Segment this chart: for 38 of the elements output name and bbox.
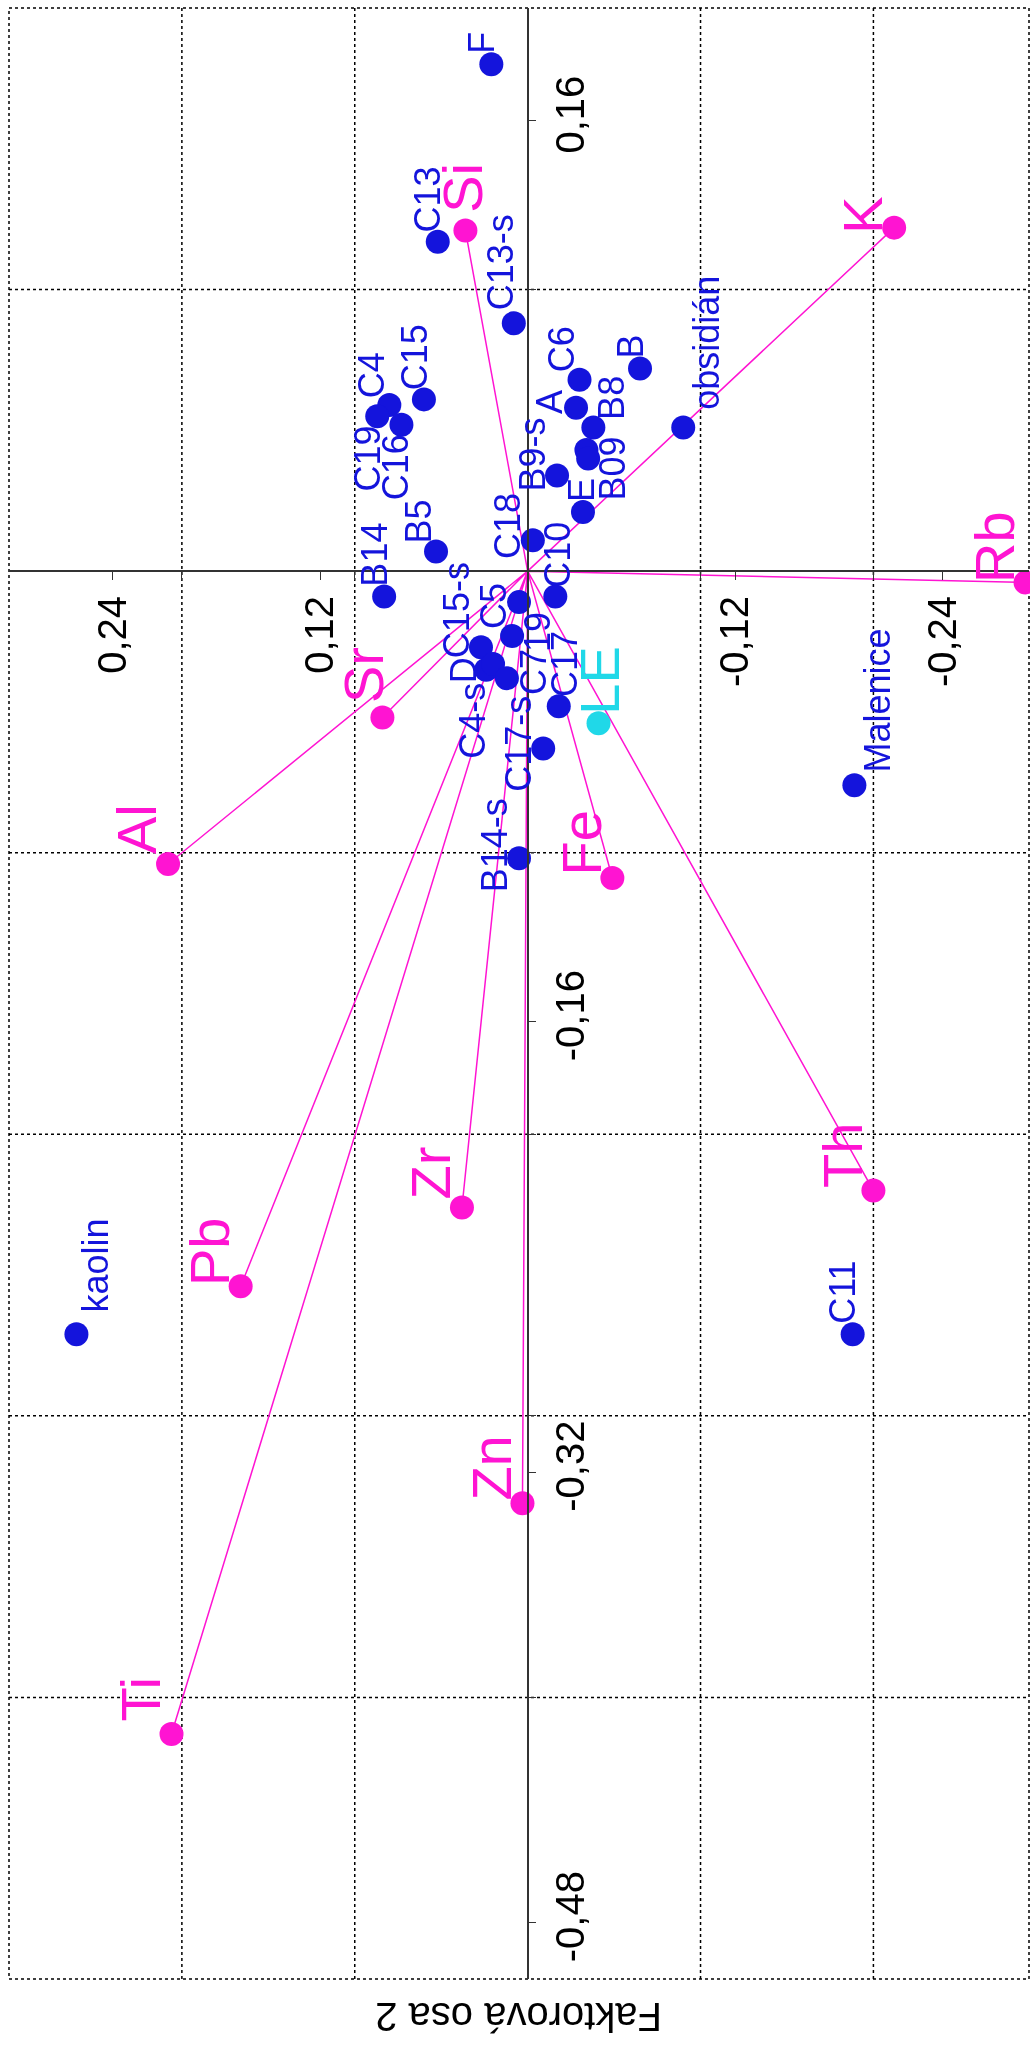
x-axis-title: Faktorová osa 2 xyxy=(375,1995,662,2039)
y-tick-label: -0,48 xyxy=(548,1871,593,1963)
y-tick-label: -0,16 xyxy=(548,970,593,1062)
text: C4-s xyxy=(452,682,494,759)
x-tick-label: -0,12 xyxy=(712,595,757,688)
text: Rb xyxy=(963,511,1027,583)
text: D xyxy=(443,657,485,684)
text: C18 xyxy=(486,492,528,559)
text: B xyxy=(609,334,651,359)
text: obsidián xyxy=(685,275,727,410)
text: C15 xyxy=(393,324,435,391)
y-tick-label: 0,16 xyxy=(548,75,593,154)
text: B14 xyxy=(353,522,395,587)
text: Zr xyxy=(399,1146,463,1200)
text: C13-s xyxy=(480,214,522,311)
text: Malenice xyxy=(857,628,899,773)
text: B9-s xyxy=(511,417,553,492)
text: Th xyxy=(810,1122,874,1189)
text: C10 xyxy=(536,521,578,588)
text: B14-s xyxy=(473,798,515,893)
text: B5 xyxy=(397,499,439,544)
text: K xyxy=(830,196,894,234)
x-tick-label: 0,24 xyxy=(89,595,134,674)
text: F xyxy=(461,31,503,54)
text: A xyxy=(529,389,571,414)
text: C6 xyxy=(540,326,582,373)
text: kaolin xyxy=(75,1218,117,1313)
text: Zn xyxy=(460,1435,524,1501)
text: Pb xyxy=(178,1217,242,1286)
text: C11 xyxy=(822,1260,864,1324)
text: Al xyxy=(105,804,169,855)
text: Fe xyxy=(550,810,614,876)
text: C4 xyxy=(351,352,393,399)
text: C17-s xyxy=(497,695,539,792)
x-tick-label: -0,24 xyxy=(919,595,964,688)
y-tick-label: -0,32 xyxy=(548,1420,593,1512)
text: Ti xyxy=(109,1676,173,1722)
text: B8 xyxy=(590,375,632,420)
